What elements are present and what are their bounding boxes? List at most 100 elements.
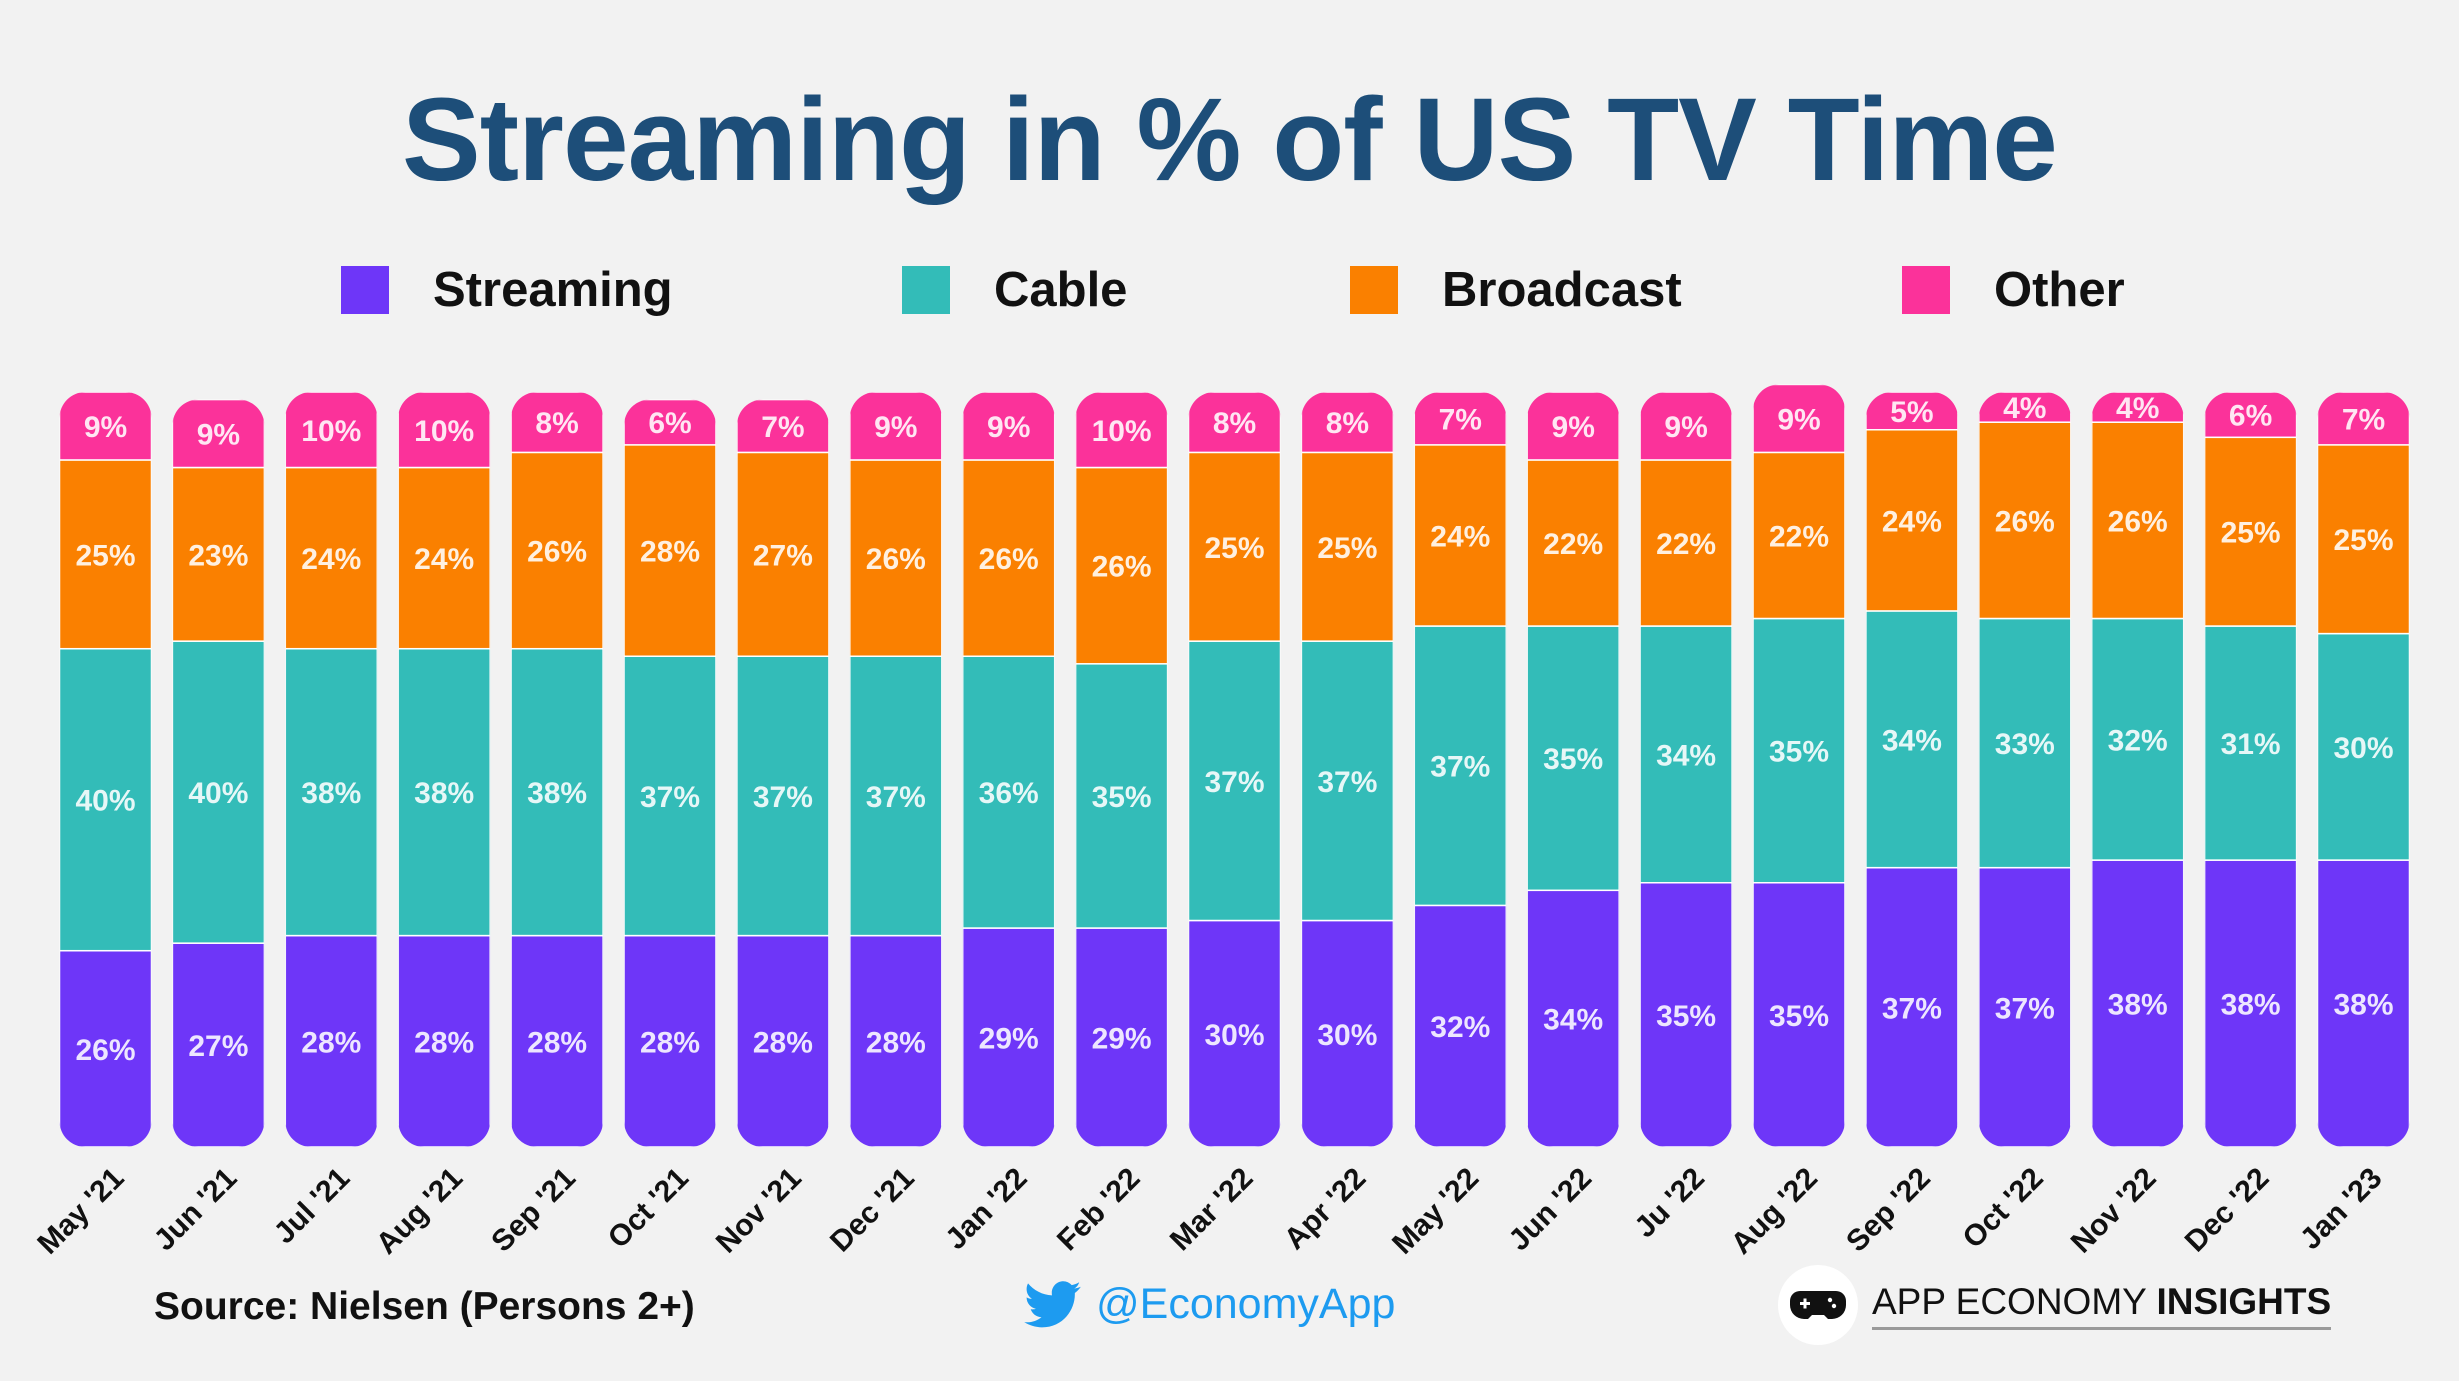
bar-segment-cable [1527, 625, 1620, 892]
data-label: 30% [1317, 1019, 1377, 1052]
data-label: 28% [640, 1026, 700, 1059]
x-tick-label: Jun '21 [148, 1162, 244, 1258]
bar-segment-broadcast [1527, 459, 1620, 627]
data-label: 37% [866, 781, 926, 814]
bar-segment-streaming [2317, 859, 2410, 1147]
bar-segment-broadcast [1414, 444, 1507, 627]
bar-segment-other [398, 392, 491, 469]
x-tick-label: Jul '21 [268, 1162, 357, 1251]
bar-segment-other [2091, 392, 2184, 423]
x-tick-label: Mar '22 [1164, 1162, 1260, 1258]
bar-segment-other [1301, 392, 1394, 454]
data-label: 24% [1430, 520, 1490, 553]
bar-segment-broadcast [1978, 421, 2071, 620]
data-label: 38% [301, 777, 361, 810]
data-label: 34% [1882, 724, 1942, 757]
bar-segment-streaming [736, 934, 829, 1147]
data-label: 37% [753, 781, 813, 814]
data-label: 38% [2221, 989, 2281, 1022]
twitter-handle: @EconomyApp [1096, 1280, 1396, 1328]
x-tick-label: Oct '21 [602, 1162, 695, 1255]
bar-segment-broadcast [2204, 436, 2297, 627]
bar-segment-other [1414, 392, 1507, 446]
bar-segment-cable [1978, 617, 2071, 869]
data-label: 32% [1430, 1011, 1490, 1044]
x-tick-label: Oct '22 [1957, 1162, 2050, 1255]
data-label: 37% [1430, 751, 1490, 784]
legend-item-other: Other [1902, 258, 2125, 322]
bar-group [624, 399, 716, 1147]
legend-swatch-other [1902, 266, 1950, 314]
bar-segment-broadcast [849, 459, 942, 658]
bar-segment-other [2317, 392, 2410, 446]
brand-name-bold: INSIGHTS [2156, 1280, 2332, 1322]
bar-segment-other [1527, 392, 1620, 461]
legend-item-cable: Cable [902, 258, 1127, 322]
bar-segment-broadcast [1865, 429, 1958, 612]
data-label: 8% [535, 407, 578, 440]
bar-segment-other [285, 392, 378, 469]
legend-swatch-broadcast [1350, 266, 1398, 314]
data-label: 38% [2108, 989, 2168, 1022]
x-tick-label: Aug '21 [370, 1162, 469, 1261]
x-tick-label: Apr '22 [1278, 1162, 1372, 1256]
x-tick-label: Dec '22 [2179, 1162, 2276, 1259]
bar-group [962, 392, 1055, 1147]
bar-group [2204, 392, 2297, 1147]
bar-segment-cable [1188, 640, 1281, 922]
data-label: 6% [648, 407, 691, 440]
bar-segment-broadcast [285, 466, 378, 650]
bar-segment-broadcast [962, 459, 1055, 658]
bar-segment-cable [1075, 663, 1168, 929]
bar-segment-cable [1414, 625, 1507, 907]
data-label: 22% [1543, 528, 1603, 561]
bar-group [736, 399, 829, 1147]
bar-segment-other [511, 392, 604, 454]
data-label: 28% [301, 1026, 361, 1059]
data-label: 40% [75, 785, 135, 818]
data-label: 5% [1890, 396, 1933, 429]
data-label: 37% [1204, 766, 1264, 799]
data-label: 38% [527, 777, 587, 810]
x-tick-label: Nov '21 [710, 1162, 808, 1260]
legend-label-streaming: Streaming [433, 263, 673, 317]
data-label: 9% [84, 411, 127, 444]
bar-segment-cable [511, 647, 604, 937]
data-label: 4% [2003, 392, 2046, 425]
legend-item-broadcast: Broadcast [1350, 258, 1682, 322]
bar-segment-other [2204, 392, 2297, 439]
data-label: 7% [761, 411, 804, 444]
data-label: 35% [1543, 743, 1603, 776]
data-label: 33% [1995, 728, 2055, 761]
bar-segment-streaming [849, 934, 942, 1147]
bar-group [1753, 384, 1845, 1147]
data-label: 37% [640, 781, 700, 814]
x-tick-label: Jun '22 [1503, 1162, 1599, 1258]
data-label: 10% [414, 415, 474, 448]
data-label: 25% [1317, 532, 1377, 565]
data-label: 27% [188, 1030, 248, 1063]
data-label: 9% [874, 411, 917, 444]
legend-swatch-streaming [341, 266, 389, 314]
data-label: 9% [197, 419, 240, 452]
data-label: 35% [1769, 736, 1829, 769]
legend-label-cable: Cable [994, 263, 1128, 317]
bar-segment-cable [1640, 625, 1733, 884]
bar-segment-streaming [172, 942, 265, 1147]
data-label: 9% [987, 411, 1030, 444]
x-tick-label: Sep '22 [1840, 1162, 1937, 1259]
bar-group [1188, 392, 1281, 1147]
data-label: 30% [2333, 732, 2393, 765]
data-label: 40% [188, 777, 248, 810]
bar-segment-broadcast [172, 466, 265, 642]
bar-segment-streaming [1414, 904, 1507, 1147]
data-label: 25% [2333, 524, 2393, 557]
legend-item-streaming: Streaming [341, 258, 673, 322]
bar-segment-broadcast [736, 451, 829, 657]
data-label: 6% [2229, 400, 2272, 433]
bar-group [1640, 392, 1733, 1147]
data-label: 23% [188, 539, 248, 572]
data-label: 26% [527, 536, 587, 569]
data-label: 10% [1092, 415, 1152, 448]
